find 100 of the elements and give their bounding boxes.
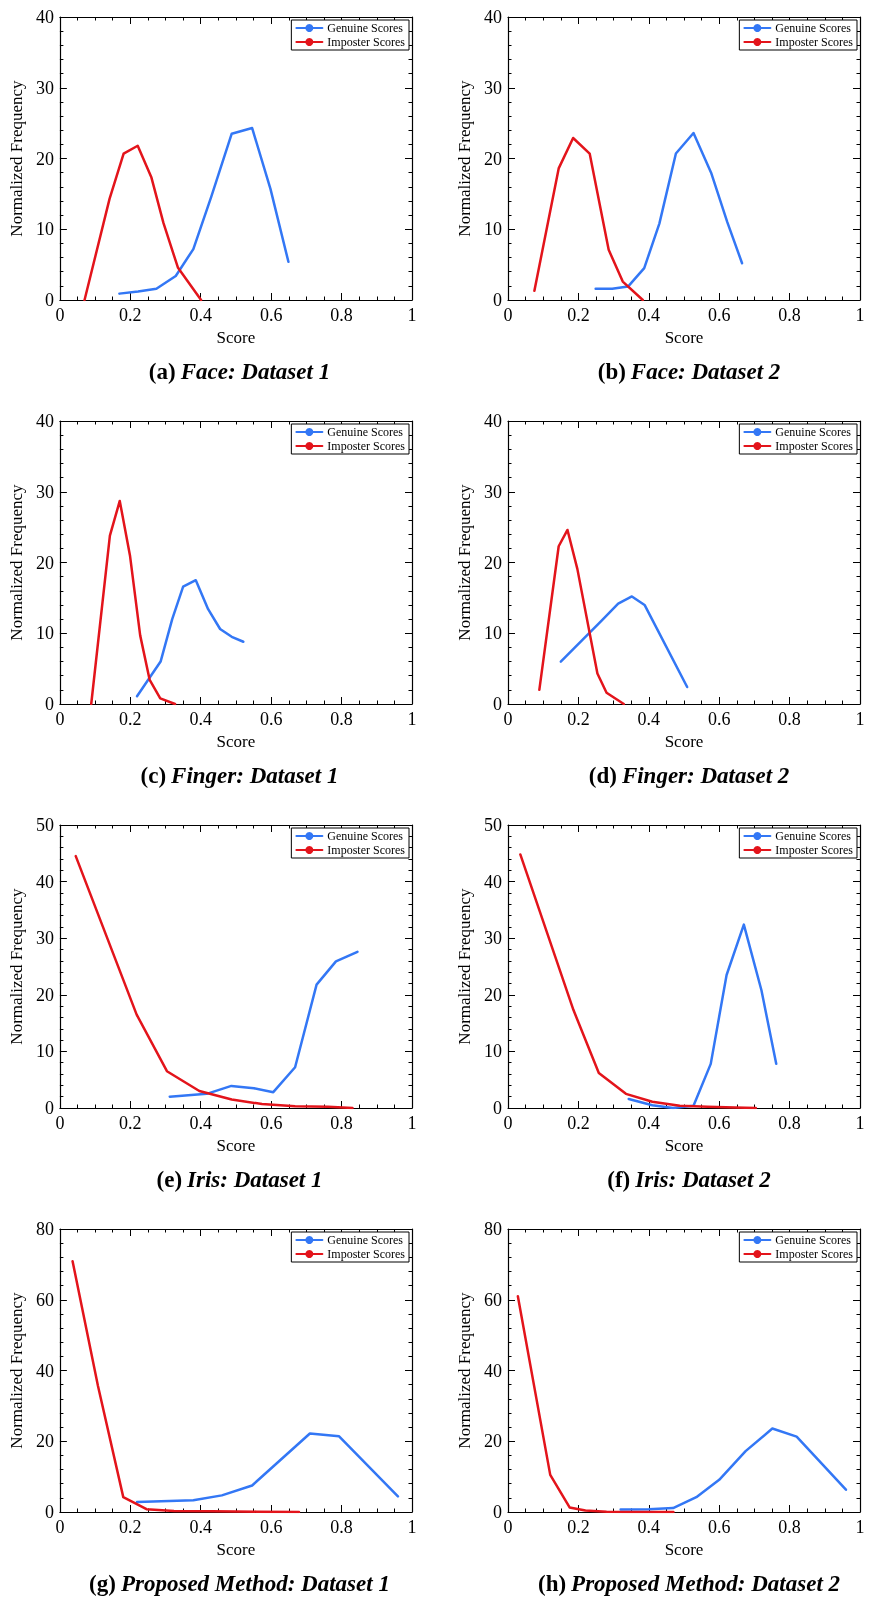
y-tick-label: 20 bbox=[484, 984, 502, 1005]
x-tick-label: 1 bbox=[407, 1113, 417, 1133]
y-tick-label: 40 bbox=[35, 411, 54, 431]
x-tick-label: 0.4 bbox=[637, 1517, 661, 1537]
x-tick-label: 0.6 bbox=[707, 1113, 731, 1133]
legend-label: Genuine Scores bbox=[327, 21, 404, 35]
x-tick-label: 0.2 bbox=[567, 709, 590, 729]
x-tick-label: 0.4 bbox=[637, 1113, 661, 1133]
y-tick-label: 20 bbox=[484, 148, 502, 169]
line-series bbox=[89, 499, 177, 706]
y-tick-label: 40 bbox=[484, 871, 502, 892]
x-tick-label: 0.6 bbox=[707, 305, 731, 325]
y-tick-label: 40 bbox=[484, 411, 502, 431]
x-axis-title: Score bbox=[664, 1135, 704, 1155]
line-series bbox=[627, 923, 778, 1110]
y-tick-label: 50 bbox=[484, 815, 502, 835]
y-tick-label: 40 bbox=[35, 871, 54, 892]
legend-label: Genuine Scores bbox=[327, 425, 404, 439]
x-tick-label: 1 bbox=[407, 709, 417, 729]
legend-label: Genuine Scores bbox=[775, 829, 852, 843]
y-tick-label: 20 bbox=[35, 1431, 54, 1452]
y-tick-label: 10 bbox=[484, 219, 502, 240]
legend-label: Genuine Scores bbox=[327, 1233, 404, 1247]
x-tick-label: 1 bbox=[855, 305, 865, 325]
text: (b) Face: Dataset 2 bbox=[597, 359, 781, 384]
y-tick-label: 30 bbox=[484, 481, 502, 502]
text: (a) Face: Dataset 1 bbox=[148, 359, 331, 384]
y-tick-label: 30 bbox=[484, 928, 502, 949]
y-tick-label: 10 bbox=[35, 1041, 54, 1062]
legend-label: Genuine Scores bbox=[327, 829, 404, 843]
y-tick-label: 20 bbox=[484, 1431, 502, 1452]
x-tick-label: 0.4 bbox=[189, 1517, 212, 1537]
y-tick-label: 0 bbox=[493, 290, 502, 310]
text: (g) Proposed Method: Dataset 1 bbox=[89, 1571, 390, 1596]
text: (d) Finger: Dataset 2 bbox=[588, 763, 790, 788]
y-tick-label: 0 bbox=[493, 1502, 502, 1522]
y-tick-label: 30 bbox=[484, 77, 502, 98]
text: (h) Proposed Method: Dataset 2 bbox=[537, 1571, 841, 1596]
line-series bbox=[83, 144, 203, 302]
legend-label: Imposter Scores bbox=[775, 1247, 854, 1261]
y-tick-label: 40 bbox=[35, 7, 54, 27]
text: (c) Finger: Dataset 1 bbox=[140, 763, 339, 788]
x-axis-title: Score bbox=[216, 731, 256, 751]
x-tick-label: 0.6 bbox=[259, 305, 283, 325]
x-tick-label: 1 bbox=[855, 1517, 865, 1537]
y-tick-label: 20 bbox=[35, 148, 54, 169]
y-tick-label: 10 bbox=[35, 623, 54, 644]
line-series bbox=[594, 131, 744, 290]
x-axis-title: Score bbox=[664, 1539, 704, 1559]
x-tick-label: 0.8 bbox=[778, 709, 801, 729]
line-series bbox=[538, 528, 626, 706]
legend-label: Imposter Scores bbox=[775, 439, 854, 453]
legend-label: Genuine Scores bbox=[775, 425, 852, 439]
x-tick-label: 0.8 bbox=[330, 1113, 353, 1133]
line-series bbox=[135, 1432, 400, 1504]
text: (f) Iris: Dataset 2 bbox=[607, 1167, 771, 1192]
y-axis-title: Normalized Frequency bbox=[7, 1291, 26, 1449]
y-tick-label: 50 bbox=[35, 815, 54, 835]
y-tick-label: 20 bbox=[484, 552, 502, 573]
legend-label: Imposter Scores bbox=[327, 1247, 406, 1261]
x-tick-label: 0.8 bbox=[778, 1517, 801, 1537]
y-tick-label: 40 bbox=[484, 1360, 502, 1381]
y-tick-label: 0 bbox=[44, 290, 54, 310]
line-series bbox=[519, 853, 758, 1110]
x-axis-title: Score bbox=[216, 1539, 256, 1559]
y-tick-label: 10 bbox=[484, 623, 502, 644]
legend-label: Imposter Scores bbox=[775, 843, 854, 857]
legend-label: Imposter Scores bbox=[327, 35, 406, 49]
y-tick-label: 10 bbox=[484, 1041, 502, 1062]
x-tick-label: 0.2 bbox=[119, 1517, 142, 1537]
text: (e) Iris: Dataset 1 bbox=[156, 1167, 323, 1192]
x-tick-label: 0.4 bbox=[189, 305, 212, 325]
x-tick-label: 0.4 bbox=[637, 305, 661, 325]
x-tick-label: 0.4 bbox=[189, 709, 212, 729]
line-series bbox=[533, 136, 645, 302]
x-tick-label: 1 bbox=[407, 305, 417, 325]
y-tick-label: 0 bbox=[493, 694, 502, 714]
y-tick-label: 20 bbox=[35, 984, 54, 1005]
x-tick-label: 0.6 bbox=[259, 1517, 283, 1537]
x-tick-label: 0.8 bbox=[778, 1113, 801, 1133]
y-tick-label: 30 bbox=[35, 928, 54, 949]
x-tick-label: 1 bbox=[855, 709, 865, 729]
x-tick-label: 0.2 bbox=[119, 305, 142, 325]
legend-label: Imposter Scores bbox=[327, 439, 406, 453]
x-axis-title: Score bbox=[216, 327, 256, 347]
y-axis-title: Normalized Frequency bbox=[455, 887, 475, 1045]
x-tick-label: 0.6 bbox=[707, 1517, 731, 1537]
legend-label: Imposter Scores bbox=[775, 35, 854, 49]
y-axis-title: Normalized Frequency bbox=[455, 79, 475, 237]
y-tick-label: 60 bbox=[35, 1289, 54, 1310]
x-tick-label: 0.6 bbox=[259, 1113, 283, 1133]
line-series bbox=[135, 578, 245, 698]
y-tick-label: 0 bbox=[44, 1098, 54, 1118]
legend-label: Genuine Scores bbox=[775, 1233, 852, 1247]
y-tick-label: 60 bbox=[484, 1289, 502, 1310]
y-tick-label: 30 bbox=[35, 481, 54, 502]
x-tick-label: 0.2 bbox=[119, 1113, 142, 1133]
x-tick-label: 0.2 bbox=[567, 305, 590, 325]
x-tick-label: 0.4 bbox=[189, 1113, 212, 1133]
x-tick-label: 1 bbox=[855, 1113, 865, 1133]
